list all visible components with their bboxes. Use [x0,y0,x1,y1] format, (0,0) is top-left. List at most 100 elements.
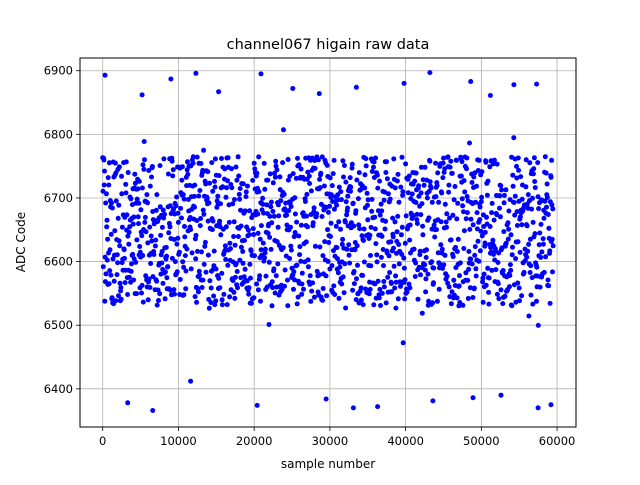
data-point [265,177,271,183]
data-point [325,227,330,233]
data-point [519,222,525,228]
data-point [478,228,484,234]
data-point [335,192,341,198]
data-point [543,254,549,260]
data-point [476,157,482,163]
data-point [144,192,150,198]
data-point [353,297,359,303]
data-point [369,208,375,214]
data-point [377,178,383,184]
data-point [519,293,525,299]
data-point [226,219,232,225]
data-point [407,237,413,243]
data-point [280,160,286,166]
data-point [244,278,250,284]
data-point [467,140,472,146]
data-point [343,305,349,311]
data-point [420,223,426,229]
data-point [463,216,469,222]
data-point [242,266,248,272]
data-point [543,170,549,176]
data-point [197,272,203,278]
data-point [372,214,378,220]
data-point [192,294,198,300]
data-point [473,273,479,279]
data-point [435,250,441,256]
data-point [126,229,132,235]
data-point [440,175,446,181]
data-point [339,241,345,247]
data-point [394,229,400,235]
data-point [292,211,298,217]
data-point [194,154,200,160]
data-point [393,273,399,279]
data-point [497,193,503,199]
data-point [146,276,152,282]
data-point [248,248,254,254]
data-point [269,303,275,309]
data-point [396,261,402,267]
data-point [470,295,476,300]
data-point [275,202,281,208]
data-point [427,179,433,185]
data-point [269,220,275,226]
data-point [251,160,257,166]
data-point [456,283,462,289]
data-point [134,237,140,243]
data-point [295,155,300,161]
data-point [311,205,317,211]
data-point-outlier [468,79,474,84]
data-point [160,280,166,286]
data-point [274,167,280,173]
data-point [514,175,520,181]
data-point [252,166,258,172]
data-point [180,192,186,198]
data-point [294,262,300,268]
data-point [193,232,199,238]
data-point [119,191,125,197]
data-point [485,178,491,184]
data-point [309,288,315,294]
data-point [532,185,538,191]
data-point [454,157,459,163]
data-point [271,213,277,219]
data-point [545,212,551,217]
data-point [467,226,473,232]
data-point [350,200,356,206]
data-point [465,277,471,283]
data-point [242,237,247,243]
data-point [346,252,352,258]
data-point [157,291,163,297]
data-point [165,171,171,177]
y-tick-label: 6600 [44,255,73,269]
data-point [207,180,213,186]
data-point [198,161,204,166]
data-point-outlier [139,92,145,98]
data-point [423,255,429,260]
data-point [206,305,212,311]
data-point [388,239,394,245]
data-point [412,274,418,279]
data-point [181,196,187,202]
data-point [389,289,395,295]
data-point [540,236,546,242]
data-point [111,278,117,284]
data-point [321,183,327,189]
data-point [108,272,114,278]
data-point [510,244,515,250]
data-point [346,242,352,248]
data-point [274,239,280,245]
data-point [205,169,211,175]
data-point [114,252,120,258]
data-point [261,160,267,166]
data-point [264,202,270,208]
data-points [100,70,556,413]
data-point [232,197,237,202]
data-point [514,163,519,169]
data-point [535,160,541,166]
data-point [119,173,124,179]
data-point [348,188,353,194]
data-point [480,279,486,285]
data-point [172,291,177,297]
